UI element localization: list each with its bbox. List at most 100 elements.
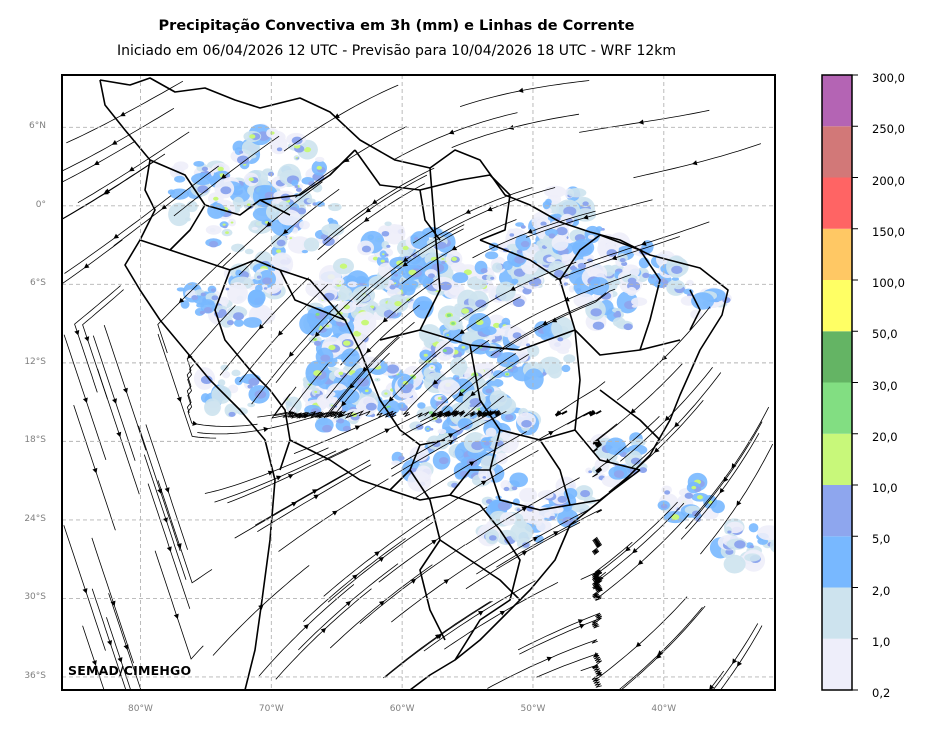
- country-border: [279, 269, 446, 446]
- precip-cell: [232, 312, 245, 321]
- streamline: [239, 283, 329, 383]
- precip-cell: [423, 353, 428, 357]
- precip-cell: [398, 455, 405, 461]
- streamline-arrow: [314, 331, 321, 338]
- streamline: [394, 112, 518, 160]
- precip-cell: [218, 309, 227, 315]
- streamline: [214, 450, 337, 503]
- streamline: [491, 410, 592, 468]
- precip-cell: [341, 348, 360, 367]
- streamline: [82, 625, 105, 690]
- precip-cell: [505, 373, 509, 376]
- precip-cell: [389, 284, 396, 290]
- streamline-arrow: [657, 650, 663, 656]
- precip-cell: [394, 273, 399, 277]
- precip-cell: [469, 404, 474, 408]
- precip-cell: [483, 441, 490, 446]
- precip-cell: [204, 398, 221, 417]
- precip-cell: [336, 388, 360, 404]
- streamline: [496, 508, 603, 568]
- colorbar-label: 150,0: [872, 224, 905, 239]
- colorbar-segment: [822, 177, 852, 229]
- streamline: [197, 412, 327, 435]
- streamline-arrow: [611, 255, 618, 261]
- streamline: [204, 447, 329, 494]
- streamline-arrow: [365, 207, 372, 213]
- streamline-arrow: [116, 431, 122, 438]
- precip-cell: [394, 300, 402, 307]
- streamline-arrow: [664, 415, 671, 422]
- streamline-arrow: [178, 297, 185, 304]
- precip-cell: [459, 470, 469, 478]
- streamline: [145, 424, 188, 550]
- precip-cell: [338, 287, 353, 302]
- precip-cell: [174, 175, 186, 183]
- streamline-arrow: [487, 206, 493, 212]
- precip-cell: [313, 340, 322, 346]
- streamline-arrow: [432, 379, 439, 385]
- precip-cell: [492, 376, 494, 378]
- streamline-arrow: [431, 411, 438, 418]
- precip-cell: [186, 200, 198, 213]
- streamline: [608, 399, 704, 493]
- precip-cell: [642, 272, 650, 279]
- precip-cell: [505, 414, 514, 421]
- precip-cell: [407, 470, 432, 492]
- streamlines-layer: [62, 80, 774, 690]
- precip-cell: [510, 522, 534, 543]
- lat-tick-label: 0°: [35, 199, 46, 210]
- country-border: [599, 234, 661, 351]
- streamline-arrow: [275, 475, 282, 481]
- streamline: [694, 406, 770, 517]
- colorbar-segment: [822, 331, 852, 383]
- streamline: [680, 433, 760, 540]
- streamline: [157, 252, 231, 354]
- map-subtitle: Iniciado em 06/04/2026 12 UTC - Previsão…: [116, 43, 677, 59]
- precip-cell: [170, 188, 190, 200]
- precip-cell: [439, 396, 446, 401]
- streamline: [458, 261, 577, 322]
- precip-cell: [397, 402, 406, 409]
- precip-cell: [522, 287, 532, 295]
- streamline: [154, 550, 204, 660]
- streamline: [157, 333, 217, 439]
- streamline-arrow: [579, 623, 585, 629]
- precip-cell: [225, 231, 229, 234]
- precip-cell: [322, 424, 333, 433]
- precip-cell: [552, 213, 562, 219]
- precip-cell: [664, 490, 671, 495]
- precip-cell: [217, 379, 226, 387]
- colorbar-label: 200,0: [872, 173, 905, 188]
- streamline: [708, 670, 725, 690]
- precip-cell: [211, 295, 219, 301]
- streamline-arrow: [434, 634, 441, 640]
- precip-cell: [493, 322, 501, 328]
- precip-cell: [418, 324, 441, 344]
- precip-cell: [427, 428, 429, 430]
- streamline-arrow: [82, 588, 88, 594]
- colorbar-segment: [822, 536, 852, 588]
- precip-cell: [605, 437, 626, 456]
- streamline: [510, 274, 632, 329]
- precip-cell: [226, 319, 234, 326]
- streamline-arrow: [267, 470, 274, 476]
- precip-cell: [449, 356, 468, 376]
- precip-cell: [428, 411, 434, 415]
- precip-cell: [383, 309, 396, 319]
- streamline-arrow: [451, 245, 458, 251]
- precip-cell: [556, 227, 568, 236]
- streamline-arrow: [103, 189, 109, 195]
- precip-cell: [243, 317, 262, 328]
- streamline-arrow: [112, 398, 117, 404]
- precip-cell: [441, 260, 446, 265]
- precip-cell: [442, 349, 447, 353]
- precip-cell: [587, 234, 595, 240]
- precip-cell: [509, 233, 515, 237]
- precip-cell: [244, 248, 254, 255]
- streamline: [465, 522, 581, 590]
- precip-cell: [623, 323, 633, 331]
- precip-cell: [248, 377, 260, 386]
- streamline-arrow: [661, 354, 668, 361]
- streamline-arrow: [641, 240, 647, 246]
- colorbar-segment: [822, 587, 852, 639]
